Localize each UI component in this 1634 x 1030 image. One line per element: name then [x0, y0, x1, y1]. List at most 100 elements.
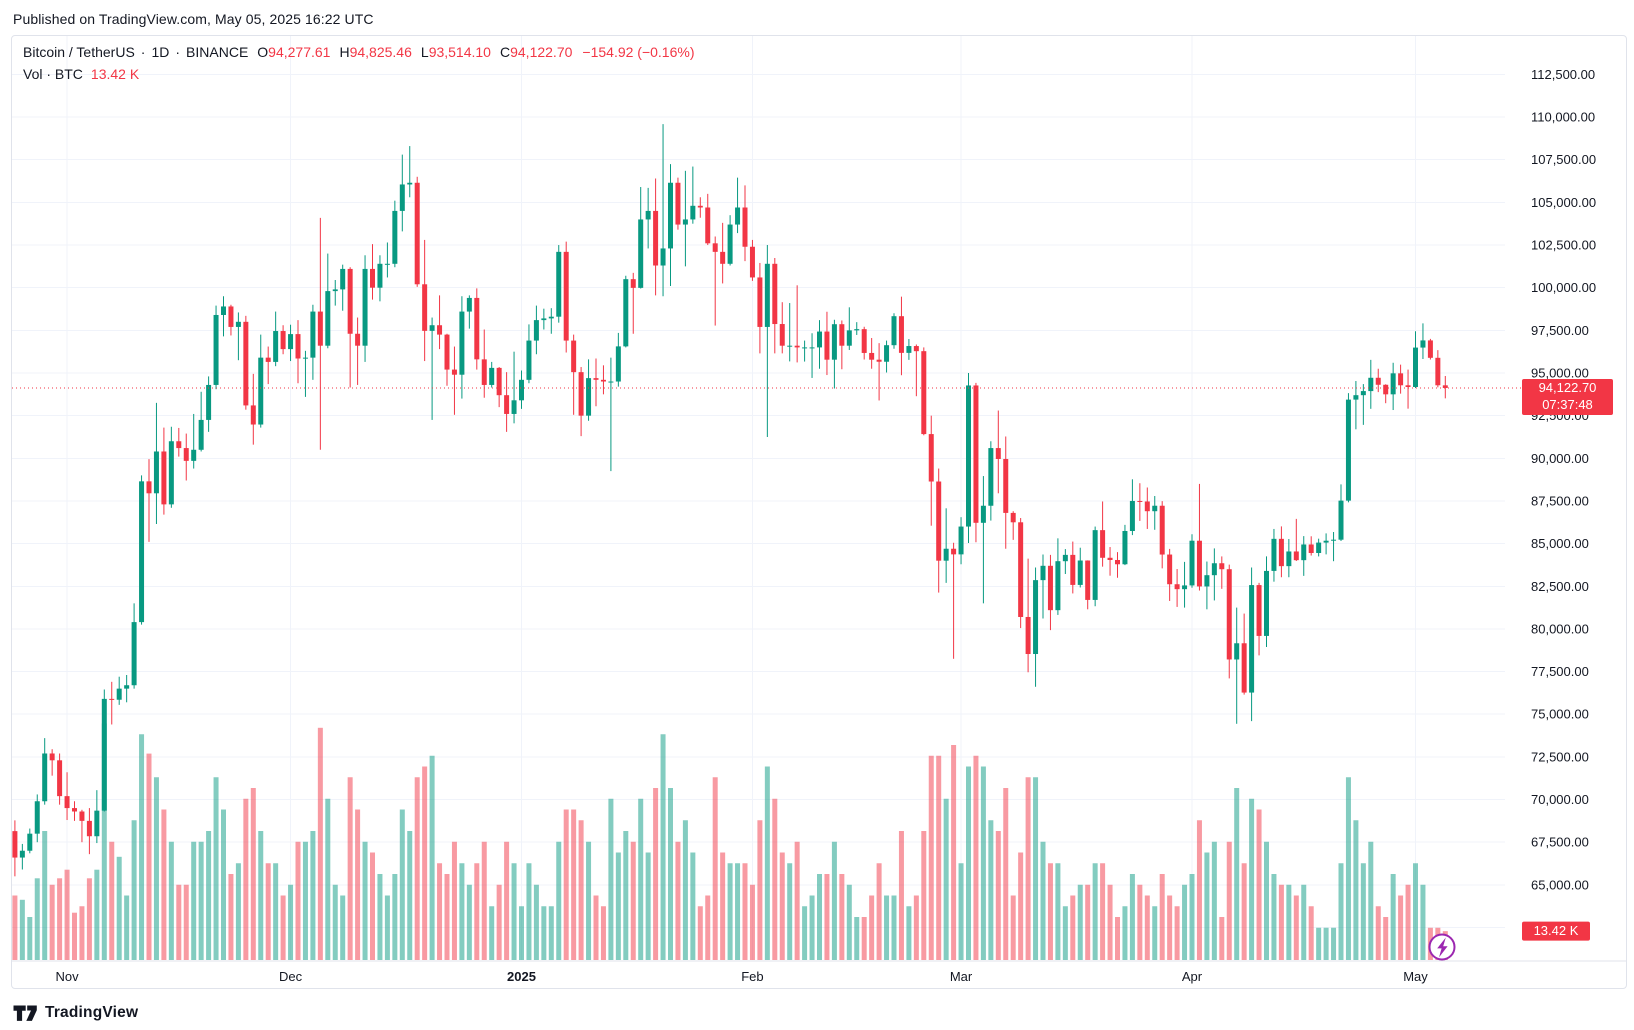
candlestick-chart[interactable]: 112,500.00 110,000.00 107,500.00 105,000.00…	[12, 36, 1626, 988]
volume-bar	[727, 863, 733, 960]
candle	[1055, 561, 1061, 611]
volume-bar	[1085, 884, 1091, 960]
candle	[533, 320, 539, 341]
volume-bar	[1360, 863, 1366, 960]
candle	[608, 381, 614, 383]
volume-bar	[124, 895, 130, 960]
symbol-title: Bitcoin / TetherUS	[23, 44, 135, 60]
candle	[1137, 500, 1143, 502]
candle	[235, 321, 241, 327]
volume-bar	[1204, 852, 1210, 960]
volume-bar	[928, 755, 934, 960]
countdown-label: 07:37:48	[1542, 397, 1593, 412]
candle	[310, 311, 316, 358]
candle	[1249, 585, 1255, 693]
candle	[116, 688, 122, 700]
volume-bar	[19, 899, 25, 960]
volume-bar	[913, 895, 919, 960]
volume-bar	[504, 841, 510, 960]
volume-bar	[809, 895, 815, 960]
candle	[1018, 522, 1024, 617]
candle	[459, 311, 465, 375]
candle	[1278, 538, 1284, 567]
candle	[943, 548, 949, 561]
volume-bar	[1323, 927, 1329, 960]
volume-bar	[1144, 895, 1150, 960]
volume-bar	[1182, 884, 1188, 960]
candle	[437, 325, 443, 335]
candle	[466, 297, 472, 312]
volume-bar	[660, 734, 666, 960]
volume-bar	[1107, 884, 1113, 960]
candle	[109, 698, 115, 700]
candle	[146, 481, 152, 494]
volume-bar	[1226, 841, 1232, 960]
price-tick-label: 87,500.00	[1531, 493, 1589, 508]
candle	[1115, 559, 1120, 565]
volume-value-label-box	[1522, 921, 1590, 941]
candle	[846, 330, 852, 346]
time-axis-label: Feb	[741, 969, 763, 984]
candle	[325, 291, 331, 346]
volume-bar	[682, 820, 688, 960]
candle	[623, 279, 629, 347]
candle	[936, 481, 942, 561]
candle	[995, 448, 1001, 459]
volume-bar	[1040, 841, 1046, 960]
candle	[1383, 384, 1389, 395]
high-value: 94,825.46	[349, 44, 412, 60]
candle	[1360, 391, 1366, 396]
volume-bar	[258, 831, 264, 960]
candle	[980, 505, 986, 523]
price-tick-label: 65,000.00	[1531, 877, 1589, 892]
candle	[1375, 377, 1381, 385]
candle	[675, 182, 681, 225]
lightning-bolt-icon[interactable]	[1437, 937, 1448, 958]
tradingview-footer-link[interactable]: TradingView	[12, 1002, 138, 1024]
candle	[1345, 399, 1351, 501]
candle	[548, 316, 554, 319]
candle	[630, 279, 636, 288]
volume-bar	[1398, 895, 1404, 960]
volume-bar	[325, 798, 331, 960]
candle	[1368, 377, 1374, 392]
volume-bar	[27, 917, 33, 960]
candle	[891, 316, 897, 346]
candle	[407, 182, 413, 185]
volume-bar	[355, 809, 361, 960]
candle	[481, 359, 487, 385]
candle	[1286, 551, 1292, 567]
volume-bar	[1010, 895, 1016, 960]
volume-bar	[429, 755, 435, 960]
volume-bar	[586, 841, 592, 960]
candle	[1293, 551, 1299, 561]
candle	[578, 372, 584, 416]
volume-bar	[206, 831, 212, 960]
volume-bar	[1286, 884, 1292, 960]
volume-bar	[593, 895, 599, 960]
candle	[213, 314, 219, 385]
volume-bar	[1152, 906, 1158, 960]
candle	[638, 219, 644, 288]
volume-bar	[980, 766, 986, 960]
candle	[496, 367, 502, 396]
candle	[854, 329, 860, 331]
volume-value-label: 13.42 K	[1534, 923, 1579, 938]
volume-bar	[779, 852, 785, 960]
volume-bar	[235, 863, 241, 960]
volume-bar	[131, 820, 137, 960]
volume-bar	[511, 863, 517, 960]
volume-bar	[1390, 874, 1396, 960]
volume-value: 13.42 K	[90, 66, 140, 82]
volume-bar	[42, 831, 48, 960]
candle	[1129, 500, 1135, 531]
volume-bar	[936, 755, 942, 960]
candle	[444, 334, 450, 370]
volume-bar	[302, 841, 308, 960]
volume-bar	[79, 906, 85, 960]
volume-bar	[86, 878, 92, 960]
candle	[1122, 530, 1128, 565]
volume-bar	[630, 841, 636, 960]
candle	[913, 346, 919, 352]
candle	[1100, 530, 1106, 558]
